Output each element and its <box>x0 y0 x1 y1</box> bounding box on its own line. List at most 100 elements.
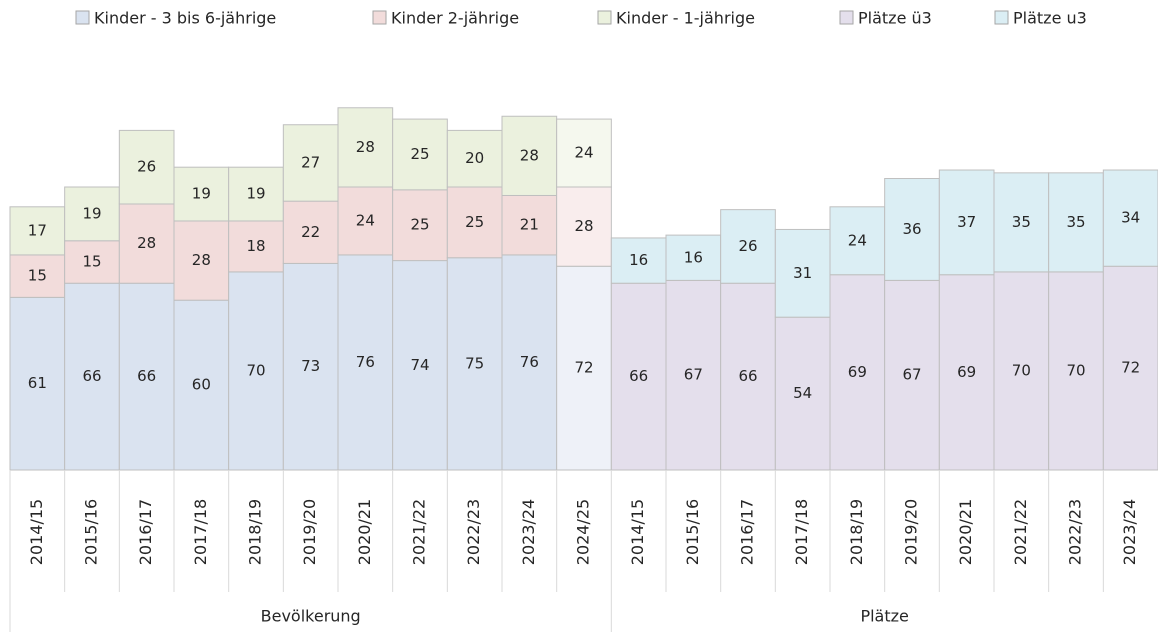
value-label: 16 <box>684 248 703 266</box>
value-label: 67 <box>902 366 921 384</box>
bar-segment <box>1048 271 1104 471</box>
bar-segment <box>829 206 886 276</box>
bar-segment <box>1048 172 1104 273</box>
value-label: 60 <box>192 376 211 394</box>
bar-segment <box>720 282 776 471</box>
value-label: 19 <box>246 185 265 203</box>
legend-label: Plätze ü3 <box>858 9 932 28</box>
bar-segment <box>938 169 995 276</box>
value-label: 69 <box>848 363 867 381</box>
value-label: 25 <box>465 213 484 231</box>
value-label: 24 <box>848 231 867 249</box>
value-label: 66 <box>82 367 101 385</box>
bar-segment <box>1102 169 1158 267</box>
value-label: 66 <box>738 367 757 385</box>
bar-segment <box>64 282 120 471</box>
bar-segment <box>337 107 394 188</box>
value-label: 27 <box>301 153 320 171</box>
value-label: 70 <box>1012 361 1031 379</box>
value-label: 69 <box>957 363 976 381</box>
value-label: 67 <box>684 366 703 384</box>
x-tick-label: 2020/21 <box>355 499 374 565</box>
bar-segment <box>774 228 831 318</box>
bar-segment <box>337 186 394 256</box>
x-tick-label: 2019/20 <box>902 499 921 565</box>
x-tick-label: 2021/22 <box>1011 499 1030 565</box>
x-tick-label: 2016/17 <box>136 499 155 565</box>
value-label: 61 <box>28 374 47 392</box>
group-label: Bevölkerung <box>261 607 361 626</box>
x-tick-label: 2021/22 <box>410 499 429 565</box>
value-label: 19 <box>192 185 211 203</box>
bar-segment <box>884 178 940 281</box>
value-label: 72 <box>574 359 593 377</box>
x-tick-label: 2015/16 <box>82 499 101 565</box>
value-label: 66 <box>137 367 156 385</box>
bar-segment <box>665 234 722 281</box>
value-label: 74 <box>410 356 429 374</box>
legend-swatch <box>839 10 854 25</box>
legend-swatch <box>372 10 387 25</box>
bar-segment <box>829 274 886 471</box>
bar-segment <box>610 237 667 284</box>
legend-swatch <box>597 10 612 25</box>
x-tick-label: 2023/24 <box>519 499 538 565</box>
x-tick-label: 2022/23 <box>464 499 483 565</box>
bar-segment <box>173 166 230 222</box>
value-label: 20 <box>465 149 484 167</box>
value-label: 18 <box>246 237 265 255</box>
legend-swatch <box>994 10 1009 25</box>
bar-segment <box>9 254 66 298</box>
legend-swatch <box>75 10 90 25</box>
value-label: 26 <box>738 237 757 255</box>
bar-segment <box>392 189 448 262</box>
x-tick-label: 2016/17 <box>738 499 757 565</box>
x-tick-label: 2014/15 <box>27 499 46 565</box>
bar-segment <box>665 279 722 471</box>
bar-segment <box>9 206 66 256</box>
value-label: 31 <box>793 264 812 282</box>
bar-segment <box>9 296 66 471</box>
bar-segment <box>118 129 175 205</box>
legend-label: Kinder - 3 bis 6-jährige <box>94 9 276 28</box>
bar-segment <box>446 257 503 471</box>
x-tick-label: 2024/25 <box>574 499 593 565</box>
value-label: 70 <box>246 361 265 379</box>
bar-segment <box>64 240 120 284</box>
x-tick-label: 2022/23 <box>1066 499 1085 565</box>
bar-segment <box>501 254 558 471</box>
value-label: 15 <box>28 267 47 285</box>
value-label: 76 <box>356 353 375 371</box>
x-tick-label: 2019/20 <box>300 499 319 565</box>
value-label: 36 <box>902 220 921 238</box>
value-label: 26 <box>137 158 156 176</box>
bar-segment <box>64 186 120 242</box>
bar-segment <box>501 194 558 256</box>
value-label: 22 <box>301 223 320 241</box>
bar-segment <box>556 186 612 267</box>
x-tick-label: 2020/21 <box>956 499 975 565</box>
value-label: 28 <box>192 251 211 269</box>
value-label: 54 <box>793 384 812 402</box>
value-label: 28 <box>137 234 156 252</box>
value-label: 15 <box>82 252 101 270</box>
value-label: 19 <box>82 204 101 222</box>
bar-segment <box>282 200 339 264</box>
value-label: 17 <box>28 221 47 239</box>
value-label: 75 <box>465 354 484 372</box>
x-tick-label: 2014/15 <box>628 499 647 565</box>
x-tick-label: 2018/19 <box>847 499 866 565</box>
bar-segment <box>993 172 1050 273</box>
value-label: 72 <box>1121 359 1140 377</box>
value-label: 73 <box>301 357 320 375</box>
value-label: 21 <box>520 216 539 234</box>
value-label: 24 <box>574 144 593 162</box>
bar-segment <box>337 254 394 471</box>
bar-segment <box>993 271 1050 471</box>
value-label: 37 <box>957 213 976 231</box>
bar-segment <box>282 124 339 202</box>
value-label: 28 <box>574 217 593 235</box>
legend-label: Plätze u3 <box>1013 9 1087 28</box>
value-label: 24 <box>356 211 375 229</box>
